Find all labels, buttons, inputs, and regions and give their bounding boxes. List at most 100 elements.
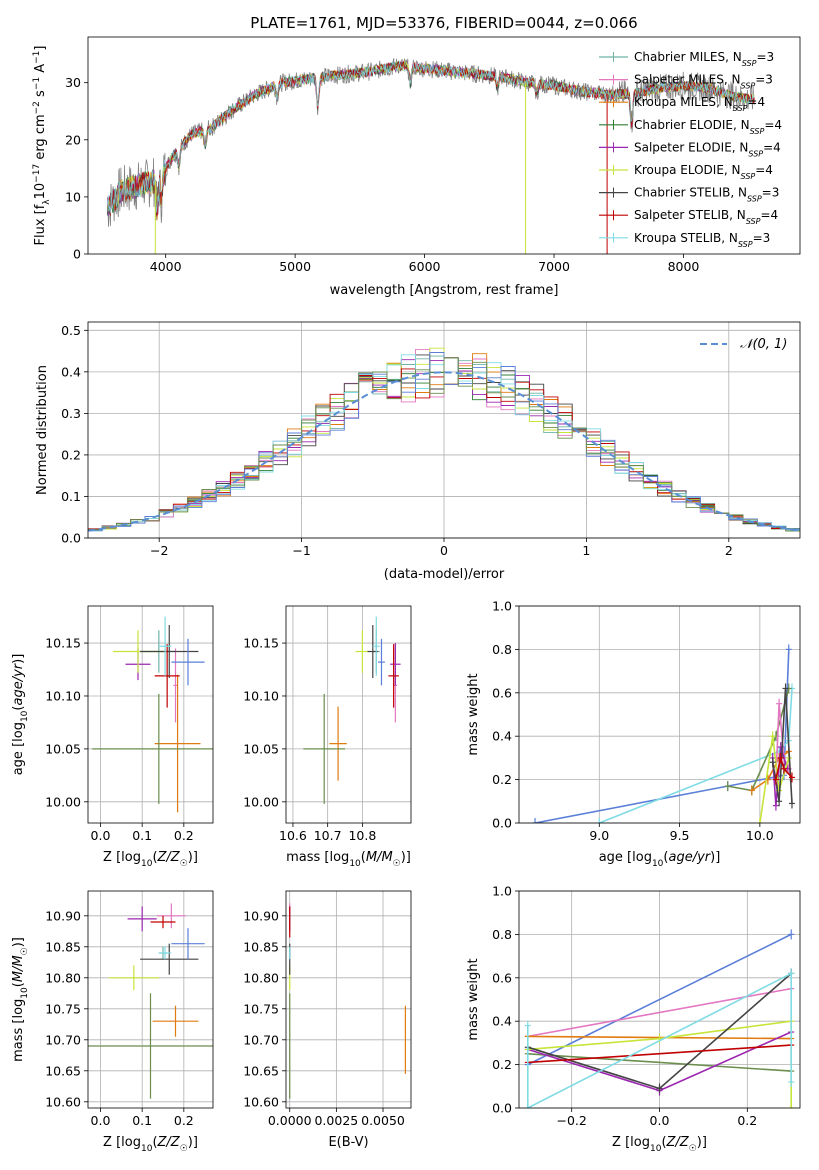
label-part: )] <box>401 850 411 865</box>
legend-nssp-value: 3 <box>763 231 771 245</box>
label-part: )] <box>188 850 198 865</box>
legend-label-6: Chabrier STELIB, NSSP=3 <box>634 186 779 204</box>
plot-area <box>524 929 795 1108</box>
x-tick-label: 0 <box>440 543 448 558</box>
legend-nssp-value: 4 <box>773 140 781 154</box>
x-tick-label: 5000 <box>279 259 311 274</box>
x-tick-label: 8000 <box>668 259 700 274</box>
x-tick-label: 7000 <box>538 259 570 274</box>
y-tick-label: 0.0 <box>61 531 81 546</box>
y-tick-label: 10.75 <box>243 1001 279 1016</box>
plot-area <box>107 58 756 254</box>
x-tick-label: −0.2 <box>557 1113 587 1128</box>
y-tick-label: 1.0 <box>492 884 512 899</box>
label-part: ( <box>661 1135 666 1150</box>
label-part: −17 <box>32 164 42 183</box>
plot-area <box>92 616 213 813</box>
y-tick-label: 0.6 <box>492 685 512 700</box>
data-point-7 <box>388 644 399 708</box>
label-part: Z [log <box>103 850 141 865</box>
y-tick-label: 10.10 <box>45 688 81 703</box>
x-axis-label: (data-model)/error <box>384 567 505 582</box>
label-part: Z/Z <box>157 850 181 865</box>
label-part: 10 <box>20 987 30 999</box>
label-part: ☉ <box>393 859 401 869</box>
series-line-8 <box>775 757 793 780</box>
label-part: ( <box>361 850 366 865</box>
data-point-3 <box>88 993 213 1099</box>
x-axis-label: wavelength [Angstrom, rest frame] <box>330 283 559 298</box>
y-tick-label: 10.80 <box>45 970 81 985</box>
x-tick-label: −1 <box>292 543 310 558</box>
plot-area <box>303 616 401 804</box>
legend-nssp-prefix: , N <box>724 73 741 87</box>
x-tick-label: 6000 <box>409 259 441 274</box>
label-part: )] <box>697 1135 707 1150</box>
x-tick-label: 9.0 <box>589 828 609 843</box>
label-part: ☉ <box>20 947 30 955</box>
x-axis-label: Z [log10(Z/Z☉)] <box>612 1135 707 1154</box>
legend-model-name: Salpeter ELODIE <box>634 140 732 154</box>
label-part: Z [log <box>103 1135 141 1150</box>
data-point-5 <box>108 965 159 991</box>
data-point-3 <box>303 693 346 804</box>
label-part: 10 <box>141 1144 153 1154</box>
axes-spectrum: 4000 5000 6000 7000 8000 0 10 20 30 wavelength [A… <box>32 36 801 298</box>
x-axis-label: mass [log10(M/M☉)] <box>286 850 411 869</box>
legend-label-2: Kroupa MILES, NSSP=4 <box>634 95 765 113</box>
legend-label-1: Salpeter MILES, NSSP=3 <box>634 73 773 91</box>
label-part: mass [log <box>286 850 349 865</box>
label-part: ( <box>152 850 157 865</box>
data-point-5 <box>355 630 370 673</box>
axes-residuals: −2 −1 0 1 2 0.0 0.1 0.2 0.3 0.4 0.5 (data-model)/er… <box>35 321 801 582</box>
spectrum-model-8 <box>107 60 755 214</box>
x-tick-label: 0.2 <box>174 1113 194 1128</box>
data-point-2 <box>152 1005 199 1037</box>
legend-model-name: Kroupa ELODIE <box>634 163 724 177</box>
legend-nssp-subscript: SSP <box>733 104 748 113</box>
y-tick-label: 0.3 <box>61 406 81 421</box>
x-tick-label: 10.0 <box>746 828 774 843</box>
legend-label-4: Salpeter ELODIE, NSSP=4 <box>634 140 781 158</box>
series-line-5 <box>771 746 788 806</box>
y-tick-label: 10.60 <box>45 1094 81 1109</box>
legend-label-3: Chabrier ELODIE, NSSP=4 <box>634 118 782 136</box>
y-tick-label: 0.8 <box>492 642 512 657</box>
y-axis-label: age [log10(age/yr)] <box>11 654 30 776</box>
legend-nssp-prefix: , N <box>733 118 750 132</box>
legend-label-gaussian: 𝒩(0, 1) <box>740 337 787 352</box>
legend-nssp-equals: = <box>762 186 772 200</box>
legend-label-7: Salpeter STELIB, NSSP=4 <box>634 208 778 226</box>
plot-area <box>532 644 795 823</box>
label-part: Z/Z <box>157 1135 181 1150</box>
y-tick-label: 10.10 <box>243 688 279 703</box>
label-part: )] <box>188 1135 198 1150</box>
data-point-6 <box>140 943 199 975</box>
label-part: A <box>33 64 48 77</box>
x-tick-label: 10.8 <box>348 828 376 843</box>
series-line-7 <box>771 688 793 804</box>
data-point-6 <box>140 625 199 678</box>
label-part: ( <box>663 850 668 865</box>
y-tick-label: 10.90 <box>243 908 279 923</box>
x-tick-label: 10.7 <box>314 828 342 843</box>
legend-nssp-equals: = <box>756 50 766 64</box>
axes-massweight_vs_Z: −0.2 0.0 0.2 0.0 0.2 0.4 0.6 0.8 1.0 mass weight Z… <box>466 884 801 1154</box>
legend-nssp-value: 4 <box>757 95 765 109</box>
series-line-6 <box>759 736 790 823</box>
series-line-3 <box>527 1053 792 1072</box>
legend-nssp-equals: = <box>755 73 765 87</box>
legend-nssp-subscript: SSP <box>750 126 765 135</box>
legend-nssp-equals: = <box>747 95 757 109</box>
label-part: )] <box>11 654 26 664</box>
y-tick-label: 10.00 <box>45 794 81 809</box>
legend-nssp-equals: = <box>764 118 774 132</box>
data-point-4 <box>127 906 157 932</box>
legend-nssp-equals: = <box>755 163 765 177</box>
legend-label-0: Chabrier MILES, NSSP=3 <box>634 50 774 68</box>
legend-nssp-subscript: SSP <box>747 194 762 203</box>
label-part: age/yr <box>11 662 26 705</box>
data-point-4 <box>390 643 401 686</box>
x-tick-label: 0.0 <box>91 1113 111 1128</box>
